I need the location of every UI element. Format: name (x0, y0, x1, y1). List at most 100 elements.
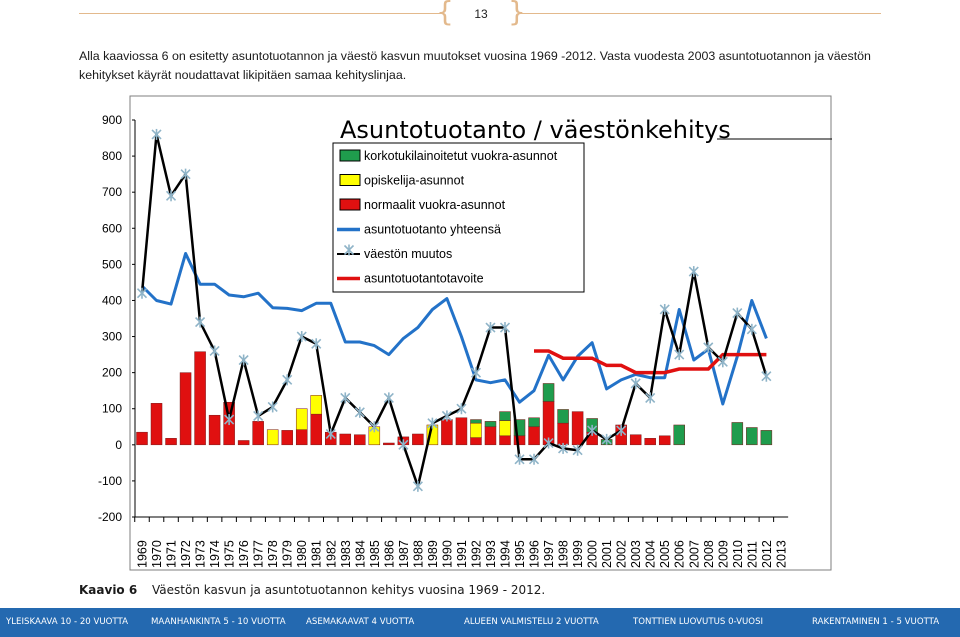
bar-red (208, 414, 221, 446)
x-tick-label: 1995 (513, 540, 527, 568)
x-tick-label: 1987 (397, 540, 411, 568)
footer-item: MAANHANKINTA 5 - 10 VUOTTA (151, 617, 286, 627)
x-tick-label: 2002 (615, 540, 629, 568)
bar-red (528, 426, 540, 446)
page-number: 13 (474, 7, 488, 21)
x-tick-label: 1970 (150, 540, 164, 568)
population-point (224, 414, 235, 426)
x-tick-label: 1977 (252, 540, 266, 568)
footer-item: TONTTIEN LUOVUTUS 0-VUOSI (633, 617, 764, 627)
header-rule-right (518, 13, 881, 14)
x-tick-label: 2001 (600, 540, 614, 568)
x-tick-label: 1991 (455, 540, 469, 568)
x-tick-label: 1999 (571, 540, 585, 568)
y-tick-label: 500 (102, 257, 122, 271)
bar-red (412, 433, 424, 446)
x-tick-label: 2000 (586, 540, 600, 568)
footer-bar: YLEISKAAVA 10 - 20 VUOTTA MAANHANKINTA 5… (0, 608, 960, 637)
bar-green (557, 409, 569, 424)
population-point (674, 349, 685, 361)
legend-marker (343, 244, 355, 256)
bar-red (354, 434, 366, 446)
bar-yellow (470, 422, 482, 438)
y-tick-label: 0 (115, 438, 122, 452)
population-point (587, 424, 598, 436)
bar-green (731, 422, 744, 446)
bar-red (658, 435, 671, 446)
x-tick-label: 1997 (542, 540, 556, 568)
population-point (412, 480, 423, 492)
x-tick-label: 2011 (745, 541, 759, 568)
intro-paragraph: Alla kaaviossa 6 on esitetty asuntotuota… (79, 47, 899, 85)
footer-item: RAKENTAMINEN 1 - 5 VUOTTA (812, 617, 940, 627)
bar-red (194, 351, 206, 446)
bar-green (528, 417, 540, 428)
bar-green (760, 430, 773, 446)
figure-label: Kaavio 6 (79, 583, 138, 597)
bar-green (746, 427, 758, 446)
x-tick-label: 1994 (499, 540, 513, 568)
x-tick-label: 1986 (382, 540, 396, 568)
population-point (688, 266, 699, 278)
series-line-total (140, 252, 768, 406)
population-point (151, 128, 162, 140)
y-tick-label: 800 (102, 149, 122, 163)
bar-red (557, 422, 569, 446)
figure-caption: Väestön kasvun ja asuntotuotannon kehity… (152, 583, 546, 597)
population-point (558, 442, 569, 454)
population-point (369, 421, 380, 433)
y-tick-label: 700 (102, 185, 122, 199)
x-tick-label: 1993 (484, 540, 498, 568)
x-tick-label: 1996 (528, 540, 542, 568)
bar-green (673, 424, 685, 446)
x-tick-label: 1979 (281, 540, 295, 568)
bar-yellow (310, 395, 322, 415)
bar-red (455, 417, 468, 446)
footer-item: ASEMAKAAVAT 4 VUOTTA (306, 617, 415, 627)
population-point (311, 338, 322, 350)
bar-red (136, 431, 148, 446)
x-tick-label: 1981 (310, 540, 324, 568)
x-tick-label: 2003 (629, 540, 643, 568)
population-point (165, 190, 177, 202)
bar-red (150, 403, 163, 446)
bar-red (513, 435, 526, 446)
population-point (282, 374, 293, 386)
legend-box (332, 142, 585, 293)
y-tick-label: 300 (102, 330, 122, 344)
x-tick-label: 1984 (353, 540, 367, 568)
x-tick-label: 1971 (165, 540, 179, 568)
legend-label: väestön muutos (364, 247, 452, 261)
bar-green (513, 419, 526, 437)
x-tick-label: 2008 (702, 540, 716, 568)
x-tick-label: 2004 (644, 540, 658, 568)
population-point (195, 316, 206, 328)
population-point (717, 356, 728, 368)
population-point (383, 392, 394, 404)
header-rule-left (79, 13, 444, 14)
x-tick-label: 1972 (179, 540, 193, 568)
population-point (630, 377, 641, 389)
x-tick-label: 1988 (411, 540, 425, 568)
series-line-target (534, 349, 767, 375)
population-point (528, 453, 540, 465)
population-point (746, 323, 757, 335)
legend-swatch (339, 149, 361, 162)
y-tick-label: 600 (102, 221, 122, 235)
x-tick-label: 1982 (324, 540, 338, 568)
x-tick-label: 1975 (223, 540, 237, 568)
population-point (427, 417, 438, 429)
x-tick-label: 1976 (237, 540, 251, 568)
bar-red (484, 426, 497, 446)
population-point (253, 410, 264, 422)
intro-text: Alla kaaviossa 6 on esitetty asuntotuota… (79, 49, 871, 82)
x-tick-label: 2007 (687, 540, 701, 568)
population-point (238, 354, 249, 366)
legend-label: normaalit vuokra-asunnot (364, 198, 506, 212)
bar-red (629, 434, 642, 446)
population-point (732, 307, 743, 319)
x-tick-label: 2012 (760, 540, 774, 568)
population-point (659, 303, 670, 315)
population-point (761, 370, 772, 382)
